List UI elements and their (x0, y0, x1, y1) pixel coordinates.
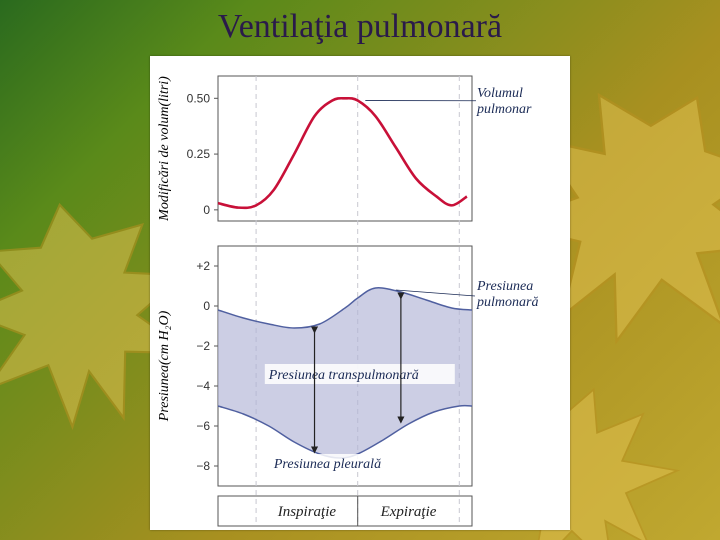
svg-text:0: 0 (203, 203, 210, 217)
svg-text:−4: −4 (196, 379, 210, 393)
svg-text:pulmonară: pulmonară (476, 295, 538, 310)
volume-label: Volumul (477, 86, 523, 101)
svg-text:0.25: 0.25 (187, 147, 211, 161)
chart-svg: 0 0.25 0.50 Volumulpulmonar Modificări de vo… (150, 56, 570, 530)
transpulm-label: Presiunea transpulmonară (268, 368, 419, 383)
svg-text:+2: +2 (196, 259, 210, 273)
pleural-label: Presiunea pleurală (273, 457, 381, 472)
slide-root: Ventilaţia pulmonară 00.250.50Volumulpul… (0, 0, 720, 540)
chart-panel: 0 0.25 0.50 Volumulpulmonar Modificări de vo… (150, 56, 570, 530)
phase-inspiration: Inspiraţie (277, 504, 337, 520)
svg-text:0: 0 (203, 299, 210, 313)
phase-expiration: Expiraţie (380, 504, 437, 520)
alveolar-label: Presiunea (476, 279, 533, 294)
svg-text:−2: −2 (196, 339, 210, 353)
volume-curve (218, 98, 467, 208)
page-title: Ventilaţia pulmonară (0, 8, 720, 46)
svg-text:−8: −8 (196, 459, 210, 473)
svg-text:pulmonar: pulmonar (476, 102, 532, 117)
svg-text:−6: −6 (196, 419, 210, 433)
bottom-ylabel: Presiunea(cm H₂O) (157, 310, 172, 422)
top-ylabel: Modificări de volum(litri) (157, 76, 172, 222)
svg-text:0.50: 0.50 (187, 91, 211, 105)
